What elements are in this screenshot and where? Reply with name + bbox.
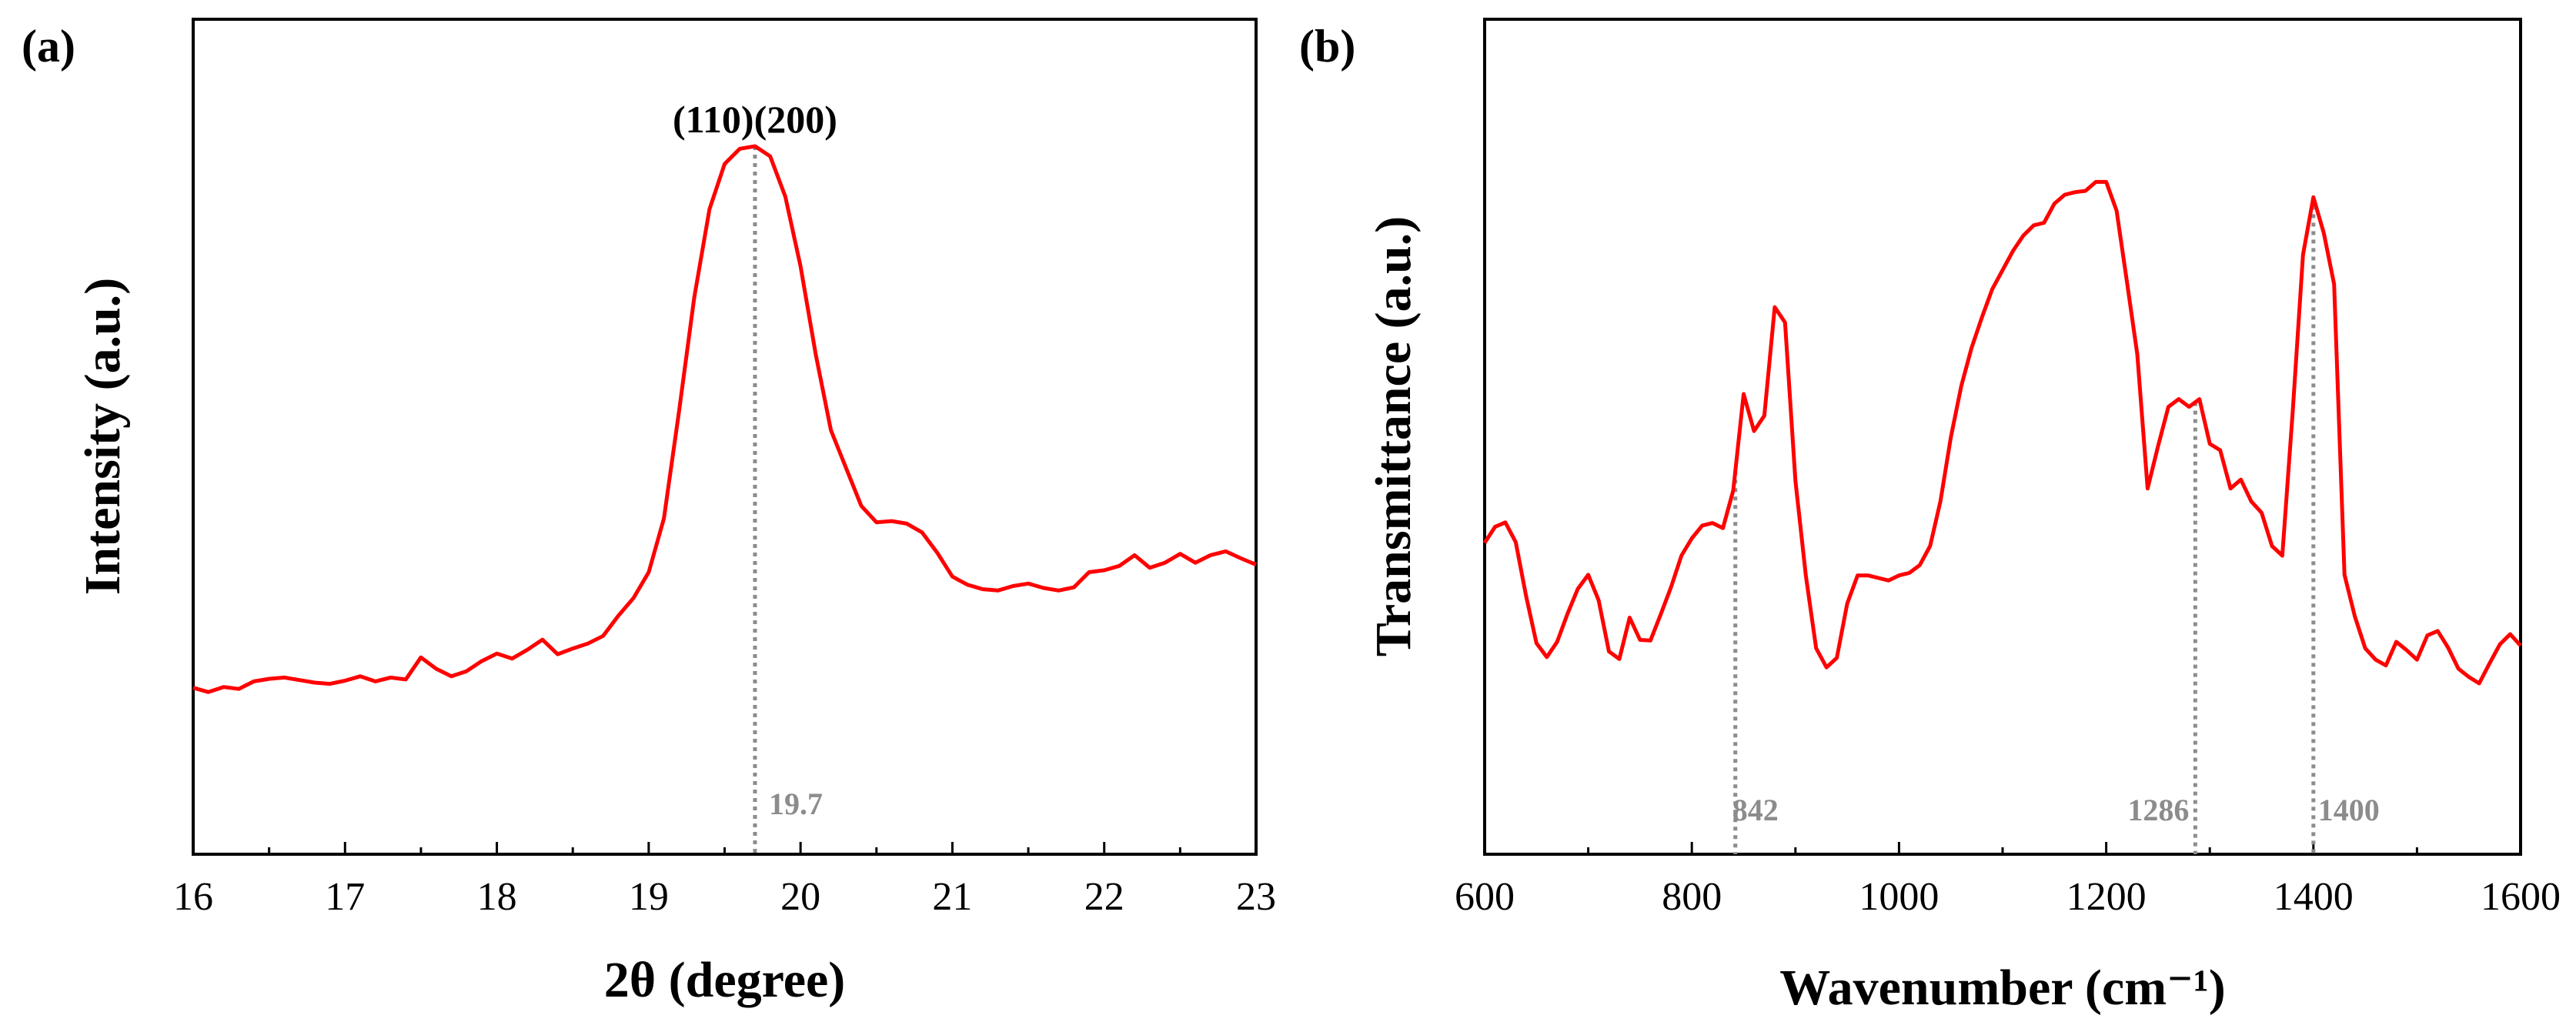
- panel-a-xrd: (a) 16 17 18 19 20 21 22 23 19.7 (110)(200) 2θ …: [22, 18, 1276, 1008]
- x-tick-label: 1000: [1859, 875, 1939, 919]
- series-line-ftir: [1482, 179, 2522, 686]
- x-tick-label: 16: [173, 875, 213, 919]
- x-tick-label: 1400: [2274, 875, 2354, 919]
- x-tick-label: 22: [1084, 875, 1124, 919]
- reference-label-842: 842: [1732, 793, 1779, 827]
- panel-b-x-ticks: [1483, 842, 2522, 854]
- x-tick-label: 19: [629, 875, 669, 919]
- reference-label-19.7: 19.7: [769, 787, 823, 821]
- panel-a-y-axis-title: Intensity (a.u.): [75, 278, 131, 596]
- panel-b-y-axis-title: Transmittance (a.u.): [1365, 216, 1422, 657]
- panel-a-x-tick-labels: 16 17 18 19 20 21 22 23: [173, 875, 1276, 919]
- x-tick-label: 23: [1236, 875, 1276, 919]
- x-tick-label: 1600: [2481, 875, 2561, 919]
- panel-a-series: [192, 144, 1257, 694]
- reference-label-1286: 1286: [2127, 793, 2189, 827]
- x-tick-label: 21: [932, 875, 972, 919]
- series-line-xrd: [192, 144, 1257, 694]
- x-tick-label: 18: [477, 875, 517, 919]
- x-tick-label: 20: [780, 875, 820, 919]
- panel-a-x-axis-title: 2θ (degree): [604, 952, 846, 1008]
- panel-b-reference-lines: 842 1286 1400: [1732, 197, 2380, 854]
- panel-b-x-tick-labels: 600 800 1000 1200 1400 1600: [1455, 875, 2561, 919]
- panel-a-label: (a): [22, 21, 75, 72]
- panel-a-reference-lines: 19.7: [753, 146, 823, 854]
- panel-b-series: [1482, 179, 2522, 686]
- panel-a-x-ticks: [192, 842, 1258, 854]
- reference-label-1400: 1400: [2318, 793, 2380, 827]
- panel-b-label: (b): [1299, 21, 1355, 72]
- panel-b-ftir: (b) 600 800 1000 1200 1400 1600 842 1286 1400 W…: [1299, 18, 2561, 1016]
- x-tick-label: 600: [1455, 875, 1515, 919]
- panel-b-x-axis-title: Wavenumber (cm⁻¹): [1779, 960, 2226, 1016]
- panel-b-plot-frame: [1483, 18, 2522, 856]
- x-tick-label: 800: [1662, 875, 1722, 919]
- x-tick-label: 17: [325, 875, 365, 919]
- x-tick-label: 1200: [2066, 875, 2147, 919]
- panel-a-peak-label: (110)(200): [673, 98, 837, 141]
- panel-a-plot-frame: [192, 18, 1258, 856]
